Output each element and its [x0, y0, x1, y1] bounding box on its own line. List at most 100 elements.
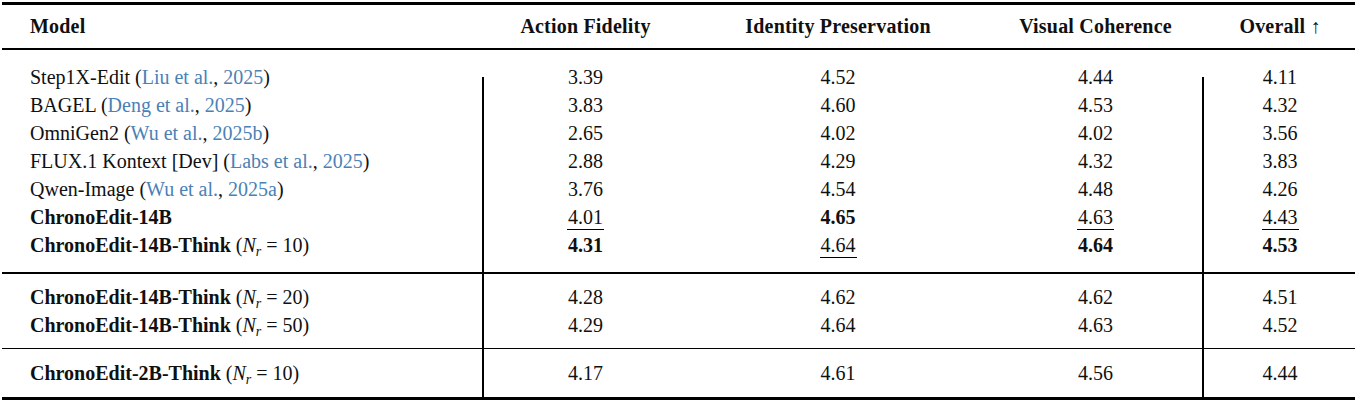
math-variable: N [232, 362, 245, 384]
table-section-nr-ablation: ChronoEdit-14B-Think (Nr = 20) 4.28 4.62 4.… [0, 274, 1357, 348]
model-cell: ChronoEdit-14B-Think (Nr = 10) [0, 231, 483, 259]
metric-cell: 4.02 [988, 119, 1203, 147]
metric-value: 3.76 [568, 178, 603, 200]
metric-cell: 3.56 [1203, 119, 1357, 147]
metric-cell: 4.64 [688, 231, 988, 259]
metric-value: 4.02 [1078, 122, 1113, 144]
metric-value: 4.64 [821, 314, 856, 336]
vertical-rule-right [1202, 77, 1204, 397]
metric-value: 2.65 [568, 122, 603, 144]
table-row: ChronoEdit-2B-Think (Nr = 10) 4.17 4.61 4.5… [0, 359, 1357, 387]
model-cell: BAGEL (Deng et al., 2025) [0, 91, 483, 119]
citation-link[interactable]: Wu et al. [146, 178, 218, 200]
model-cell: Step1X-Edit (Liu et al., 2025) [0, 63, 483, 91]
metric-cell: 4.29 [688, 147, 988, 175]
metric-value: 4.62 [821, 286, 856, 308]
metric-cell: 4.44 [1203, 359, 1357, 387]
metric-value: 3.83 [568, 94, 603, 116]
citation-link[interactable]: Wu et al. [131, 122, 203, 144]
metric-cell: 4.52 [1203, 311, 1357, 339]
metric-value: 4.43 [1262, 206, 1299, 230]
metric-cell: 4.62 [988, 283, 1203, 311]
table-row: ChronoEdit-14B4.014.654.634.43 [0, 203, 1357, 231]
column-header-overall: Overall ↑ [1203, 15, 1357, 38]
metric-value: 4.26 [1263, 178, 1298, 200]
metric-cell: 3.39 [483, 63, 688, 91]
metric-cell: 3.83 [1203, 147, 1357, 175]
metric-value: 3.56 [1263, 122, 1298, 144]
table-row: ChronoEdit-14B-Think (Nr = 20) 4.28 4.62 4.… [0, 283, 1357, 311]
metric-value: 4.32 [1263, 94, 1298, 116]
metric-cell: 4.64 [988, 231, 1203, 259]
math-variable: N [242, 234, 255, 256]
citation-year-link[interactable]: 2025b [213, 122, 263, 144]
math-subscript: r [256, 244, 261, 259]
model-name: ChronoEdit-2B-Think [30, 362, 221, 384]
column-header-model: Model [0, 15, 483, 38]
metric-cell: 4.28 [483, 283, 688, 311]
table-row: FLUX.1 Kontext [Dev] (Labs et al., 2025)… [0, 147, 1357, 175]
metric-value: 4.61 [821, 362, 856, 384]
citation-year-link[interactable]: 2025a [228, 178, 277, 200]
math-expression: (Nr = 10) [221, 362, 299, 384]
metric-value: 4.32 [1078, 150, 1113, 172]
citation-link[interactable]: Liu et al. [142, 66, 214, 88]
metric-cell: 4.11 [1203, 63, 1357, 91]
table-section-2b-model: ChronoEdit-2B-Think (Nr = 10) 4.17 4.61 4.5… [0, 349, 1357, 397]
model-cell: OmniGen2 (Wu et al., 2025b) [0, 119, 483, 147]
metric-value: 4.28 [568, 286, 603, 308]
table-row: Qwen-Image (Wu et al., 2025a)3.764.544.4… [0, 175, 1357, 203]
metric-value: 4.29 [821, 150, 856, 172]
table-header-row: Model Action Fidelity Identity Preservat… [0, 5, 1357, 48]
table-row: BAGEL (Deng et al., 2025) 3.83 4.60 4.53 4.3… [0, 91, 1357, 119]
model-name: Step1X-Edit [30, 66, 130, 88]
metric-cell: 4.48 [988, 175, 1203, 203]
metric-value: 4.11 [1263, 66, 1297, 88]
metric-cell: 4.60 [688, 91, 988, 119]
metric-cell: 3.83 [483, 91, 688, 119]
math-expression: (Nr = 50) [231, 314, 309, 336]
table-section-baselines: Step1X-Edit (Liu et al., 2025)3.394.524.… [0, 50, 1357, 272]
column-header-action-fidelity: Action Fidelity [483, 15, 688, 38]
metric-cell: 4.53 [988, 91, 1203, 119]
citation-link[interactable]: Labs et al. [230, 150, 313, 172]
citation-year-link[interactable]: 2025 [223, 66, 263, 88]
model-cell: FLUX.1 Kontext [Dev] (Labs et al., 2025) [0, 147, 483, 175]
metric-value: 4.53 [1078, 94, 1113, 116]
metric-value: 4.44 [1263, 362, 1298, 384]
bottom-rule [2, 397, 1355, 400]
model-name: FLUX.1 Kontext [Dev] [30, 150, 218, 172]
metric-value: 4.51 [1263, 286, 1298, 308]
math-variable: N [242, 314, 255, 336]
metric-cell: 4.64 [688, 311, 988, 339]
metric-cell: 4.62 [688, 283, 988, 311]
metric-cell: 4.56 [988, 359, 1203, 387]
metric-value: 4.56 [1078, 362, 1113, 384]
metric-value: 2.88 [568, 150, 603, 172]
metric-cell: 2.88 [483, 147, 688, 175]
metric-value: 4.53 [1263, 234, 1298, 256]
metric-value: 4.52 [1263, 314, 1298, 336]
vertical-rule-left [482, 77, 484, 397]
model-name: ChronoEdit-14B-Think [30, 234, 231, 256]
citation-link[interactable]: Deng et al. [108, 94, 195, 116]
metric-cell: 4.65 [688, 203, 988, 231]
metric-cell: 4.17 [483, 359, 688, 387]
model-cell: ChronoEdit-14B-Think (Nr = 20) [0, 283, 483, 311]
citation-year-link[interactable]: 2025 [323, 150, 363, 172]
math-subscript: r [256, 296, 261, 311]
table-row: ChronoEdit-14B-Think (Nr = 10)4.314.644.… [0, 231, 1357, 259]
metric-cell: 3.76 [483, 175, 688, 203]
math-expression: (Nr = 10) [231, 234, 309, 256]
metric-cell: 4.26 [1203, 175, 1357, 203]
math-expression: (Nr = 20) [231, 286, 309, 308]
metric-value: 4.64 [1078, 234, 1113, 256]
metric-cell: 4.52 [688, 63, 988, 91]
metric-cell: 4.51 [1203, 283, 1357, 311]
citation-year-link[interactable]: 2025 [205, 94, 245, 116]
metric-cell: 4.44 [988, 63, 1203, 91]
math-variable: N [242, 286, 255, 308]
math-subscript: r [256, 324, 261, 339]
model-name: ChronoEdit-14B-Think [30, 314, 231, 336]
model-name: Qwen-Image [30, 178, 134, 200]
